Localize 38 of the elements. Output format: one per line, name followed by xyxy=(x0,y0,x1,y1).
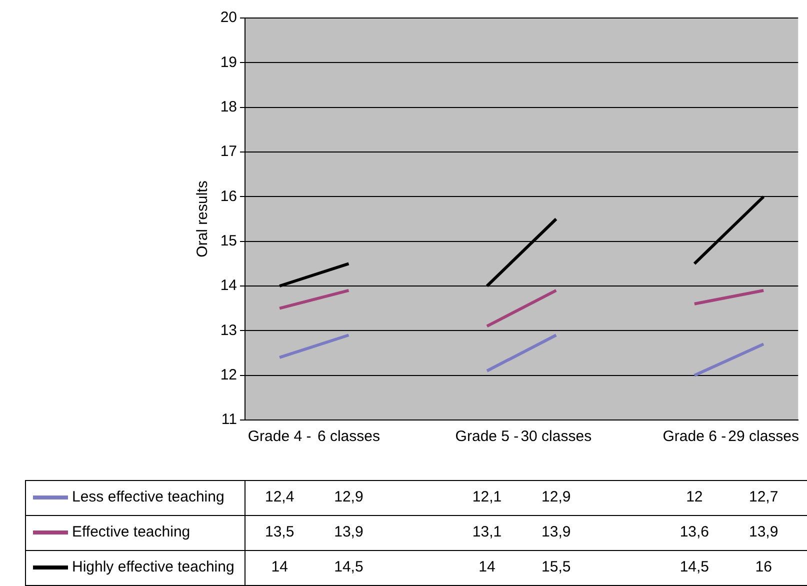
legend-label: Less effective teaching xyxy=(72,488,224,506)
data-label: 13,9 xyxy=(748,524,778,541)
x-tick-label: Grade 6 - xyxy=(662,428,726,446)
data-label: 14 xyxy=(271,558,288,576)
y-tick-label: 13 xyxy=(220,322,237,339)
x-tick-label: Grade 4 - xyxy=(248,428,312,446)
data-label: 13,5 xyxy=(264,524,294,541)
y-tick-label: 18 xyxy=(220,98,237,116)
y-tick-label: 17 xyxy=(220,143,237,160)
data-label: 13,9 xyxy=(334,524,364,541)
x-tick-label: 30 classes xyxy=(520,428,592,446)
data-label: 12,4 xyxy=(264,488,294,506)
data-label: 12,1 xyxy=(472,488,502,506)
y-tick-label: 11 xyxy=(221,411,237,428)
data-label: 14,5 xyxy=(680,558,710,576)
y-tick-label: 20 xyxy=(220,9,237,26)
data-label: 12 xyxy=(686,488,703,506)
data-label: 12,9 xyxy=(334,488,364,506)
data-label: 13,6 xyxy=(680,524,710,541)
y-tick-label: 16 xyxy=(220,188,237,205)
y-axis-title: Oral results xyxy=(194,180,212,258)
data-label: 15,5 xyxy=(542,558,571,576)
y-tick-label: 12 xyxy=(220,366,237,384)
data-label: 13,9 xyxy=(542,524,571,541)
legend-label: Highly effective teaching xyxy=(72,558,234,576)
x-tick-label: Grade 5 - xyxy=(455,428,519,446)
y-tick-label: 19 xyxy=(220,54,237,71)
x-tick-label: 6 classes xyxy=(317,428,380,446)
legend-label: Effective teaching xyxy=(72,524,190,541)
data-label: 12,9 xyxy=(542,488,571,506)
data-label: 16 xyxy=(755,558,772,576)
x-tick-label: 29 classes xyxy=(728,428,800,446)
data-label: 14,5 xyxy=(334,558,364,576)
y-tick-label: 15 xyxy=(220,232,237,250)
data-label: 12,7 xyxy=(748,488,778,506)
y-tick-label: 14 xyxy=(220,277,237,294)
data-label: 14 xyxy=(478,558,496,576)
data-label: 13,1 xyxy=(472,524,502,541)
